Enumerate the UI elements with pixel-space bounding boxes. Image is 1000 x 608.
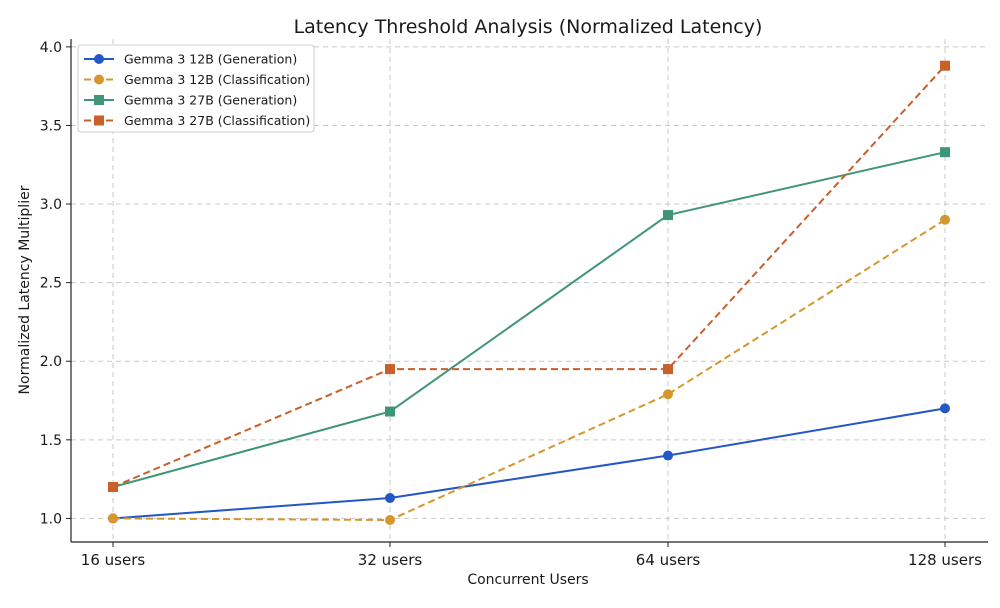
data-point-circle: [94, 54, 104, 64]
y-tick-label: 2.0: [40, 354, 62, 370]
series-1: [108, 403, 950, 524]
legend-label: Gemma 3 12B (Classification): [124, 72, 310, 87]
data-point-circle: [385, 514, 395, 525]
legend-item: Gemma 3 27B (Classification): [84, 113, 310, 128]
y-tick-label: 1.0: [40, 511, 62, 527]
data-point-circle: [940, 214, 950, 225]
legend: Gemma 3 12B (Generation) Gemma 3 12B (Cla…: [77, 44, 315, 133]
series-lines: [108, 60, 950, 525]
series-4: [108, 60, 950, 492]
y-axis-label: Normalized Latency Multiplier: [17, 185, 33, 394]
data-point-circle: [663, 389, 673, 400]
x-tick-label: 16 users: [81, 551, 146, 569]
series-line: [112, 151, 946, 488]
data-point-circle: [940, 403, 950, 414]
data-point-square: [663, 364, 673, 375]
x-tick-label: 32 users: [358, 551, 423, 569]
data-point-square: [108, 481, 118, 492]
data-point-circle: [94, 74, 104, 85]
x-tick-label: 128 users: [908, 551, 982, 569]
data-point-square: [940, 147, 950, 158]
legend-label: Gemma 3 12B (Generation): [124, 52, 297, 67]
series-line: [112, 407, 946, 520]
legend-item: Gemma 3 27B (Generation): [84, 93, 297, 108]
x-tick-label: 64 users: [636, 551, 701, 569]
legend-item: Gemma 3 12B (Generation): [84, 52, 297, 67]
data-point-square: [663, 210, 673, 221]
data-point-circle: [108, 513, 118, 524]
legend-box: [77, 44, 315, 133]
data-point-square: [94, 115, 104, 126]
legend-label: Gemma 3 27B (Classification): [124, 113, 310, 128]
chart-title: Latency Threshold Analysis (Normalized L…: [294, 16, 763, 38]
x-axis-label: Concurrent Users: [467, 572, 588, 588]
y-tick-label: 1.5: [40, 433, 62, 449]
data-point-circle: [385, 492, 395, 503]
y-tick-label: 2.5: [40, 276, 62, 292]
y-tick-label: 3.0: [40, 197, 62, 213]
data-point-square: [385, 406, 395, 417]
y-axis-ticks: 1.0 1.5 2.0 2.5 3.0 3.5 4.0: [40, 40, 71, 527]
legend-item: Gemma 3 12B (Classification): [84, 72, 310, 87]
data-point-square: [385, 364, 395, 375]
x-axis-ticks: 16 users 32 users 64 users 128 users: [81, 542, 982, 569]
series-2: [108, 214, 950, 525]
data-point-square: [94, 95, 104, 105]
legend-label: Gemma 3 27B (Generation): [124, 93, 297, 108]
y-tick-label: 3.5: [40, 118, 62, 134]
data-point-circle: [663, 450, 673, 461]
y-tick-label: 4.0: [40, 40, 62, 56]
data-point-square: [940, 60, 950, 71]
series-line: [112, 65, 946, 488]
series-line: [112, 218, 946, 521]
axes-spines: [70, 39, 988, 543]
